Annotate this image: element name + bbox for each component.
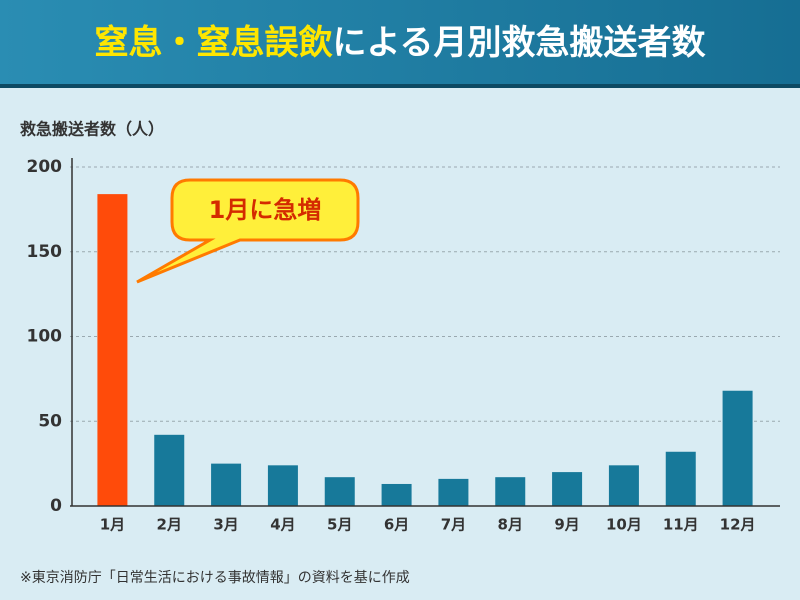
bar xyxy=(722,390,753,506)
x-tick-label: 3月 xyxy=(213,516,238,534)
x-tick-label: 9月 xyxy=(554,516,579,534)
annotation: 1月に急増 xyxy=(209,196,322,224)
y-tick-label: 200 xyxy=(27,157,63,177)
x-tick-label: 6月 xyxy=(384,516,409,534)
x-tick-label: 4月 xyxy=(270,516,295,534)
source-note: ※東京消防庁「日常生活における事故情報」の資料を基に作成 xyxy=(20,569,410,586)
callout-bubble xyxy=(136,178,360,284)
title-band xyxy=(0,0,800,84)
y-tick-label: 0 xyxy=(50,496,62,516)
bar xyxy=(381,483,412,506)
y-tick-label: 50 xyxy=(38,411,62,431)
bar xyxy=(211,463,242,506)
title-highlight: 窒息・窒息誤飲 xyxy=(95,23,334,63)
bar xyxy=(608,465,639,506)
callout: 1月に急増 xyxy=(136,178,360,284)
title-rest: による月別救急搬送者数 xyxy=(333,23,706,63)
bar xyxy=(154,434,185,506)
y-tick-label: 100 xyxy=(27,327,63,347)
x-tick-label: 8月 xyxy=(498,516,523,534)
chart-title: 窒息・窒息誤飲による月別救急搬送者数 xyxy=(95,23,706,63)
bar xyxy=(324,477,355,506)
x-tick-label: 7月 xyxy=(441,516,466,534)
bar xyxy=(552,472,583,506)
x-tick-label: 10月 xyxy=(606,516,642,534)
bar xyxy=(438,478,469,506)
x-tick-label: 1月 xyxy=(100,516,125,534)
plot-area: 0 50 100 150 200 1月 2月 3月 4月 5月 6月 7月 8月 9月 10月 11月 12月 xyxy=(27,157,780,534)
bar xyxy=(267,465,298,506)
x-tick-label: 12月 xyxy=(720,516,756,534)
bar xyxy=(665,451,696,506)
bar xyxy=(97,194,128,506)
x-tick-label: 2月 xyxy=(157,516,182,534)
y-tick-label: 150 xyxy=(27,242,63,262)
bar xyxy=(495,477,526,506)
y-axis-label: 救急搬送者数（人） xyxy=(20,120,164,139)
x-tick-label: 5月 xyxy=(327,516,352,534)
x-tick-label: 11月 xyxy=(663,516,699,534)
